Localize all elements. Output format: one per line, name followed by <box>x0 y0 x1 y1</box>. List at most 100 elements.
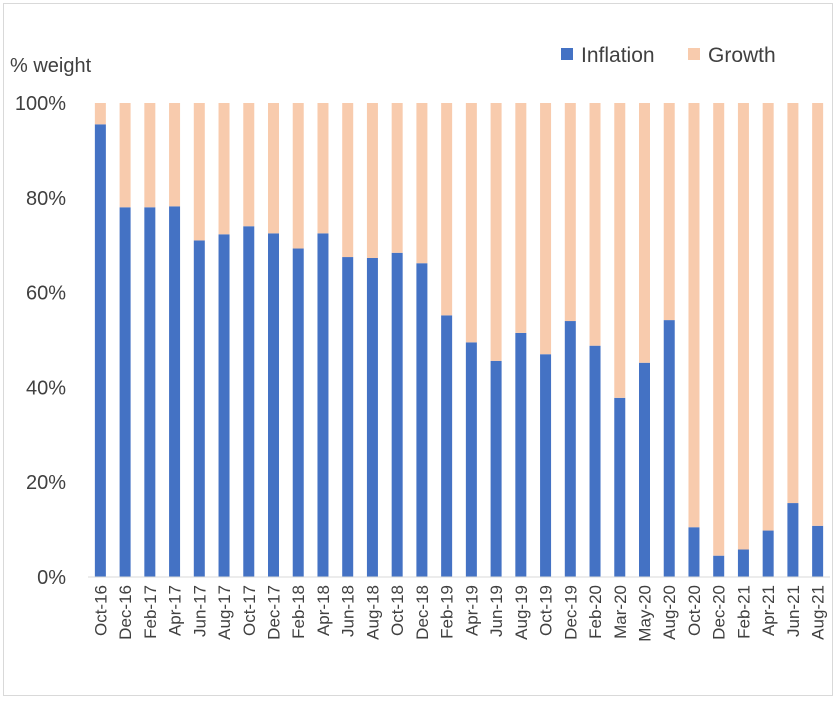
bar-inflation-feb-18 <box>292 248 304 577</box>
x-tick-label: Oct-16 <box>91 585 110 636</box>
legend: Inflation Growth <box>561 44 776 67</box>
x-tick-label: Dec-18 <box>413 585 432 640</box>
x-tick-label: Oct-20 <box>685 585 704 636</box>
x-tick-label: Jun-19 <box>487 585 506 637</box>
bar-inflation-oct-20 <box>688 527 700 577</box>
bar-growth-oct-20 <box>688 103 700 528</box>
bar-inflation-jun-17 <box>193 240 205 577</box>
bar-inflation-oct-19 <box>540 354 552 577</box>
bar-growth-aug-19 <box>515 103 527 333</box>
bar-inflation-apr-17 <box>169 206 181 577</box>
bar-growth-apr-18 <box>317 103 329 234</box>
x-tick-label: Oct-17 <box>240 585 259 636</box>
x-tick-label: Apr-19 <box>462 585 481 636</box>
bar-growth-aug-17 <box>218 103 230 235</box>
legend-label-inflation: Inflation <box>581 44 655 67</box>
bar-inflation-apr-21 <box>762 530 774 577</box>
bar-inflation-may-20 <box>639 362 650 577</box>
bar-growth-dec-17 <box>268 103 279 234</box>
bar-inflation-feb-21 <box>737 549 749 577</box>
bar-growth-oct-16 <box>94 103 106 125</box>
legend-swatch-inflation <box>561 48 573 60</box>
bar-inflation-dec-17 <box>268 233 279 577</box>
x-tick-label: Feb-20 <box>586 585 605 639</box>
bar-inflation-dec-20 <box>713 555 725 577</box>
bar-inflation-dec-16 <box>119 207 131 577</box>
bar-growth-apr-19 <box>465 103 477 343</box>
x-tick-label: Feb-19 <box>438 585 457 639</box>
bar-inflation-oct-17 <box>243 226 255 578</box>
x-tick-label: Aug-17 <box>215 585 234 640</box>
bar-inflation-dec-19 <box>564 321 576 577</box>
bar-inflation-jun-19 <box>490 360 502 577</box>
bar-inflation-dec-18 <box>416 263 428 577</box>
bar-inflation-oct-16 <box>94 124 106 577</box>
x-tick-label: Apr-18 <box>314 585 333 636</box>
x-tick-label: Jun-18 <box>339 585 358 637</box>
x-tick-label: Feb-17 <box>141 585 160 639</box>
bar-inflation-feb-20 <box>589 345 601 577</box>
bar-inflation-oct-18 <box>391 252 403 577</box>
x-tick-label: Jun-21 <box>784 585 803 637</box>
y-tick-label: 0% <box>37 567 66 589</box>
x-axis-labels: Oct-16 Dec-16 Feb-17 Apr-17 Jun-17 Aug-17 Oct-… <box>91 585 827 642</box>
x-tick-label: Dec-16 <box>116 585 135 640</box>
x-tick-label: May-20 <box>636 585 655 642</box>
bar-growth-apr-21 <box>762 103 774 531</box>
bar-growth-may-20 <box>639 103 650 363</box>
bar-inflation-mar-20 <box>614 397 626 577</box>
x-tick-label: Mar-20 <box>611 585 630 639</box>
bar-growth-feb-21 <box>737 103 749 550</box>
bar-growth-jun-21 <box>787 103 799 504</box>
x-tick-label: Apr-21 <box>759 585 778 636</box>
bar-growth-aug-18 <box>366 103 378 258</box>
y-tick-label: 80% <box>26 188 66 210</box>
y-axis-ticks: 0% 20% 40% 60% 80% 100% <box>15 93 66 589</box>
x-tick-label: Feb-18 <box>289 585 308 639</box>
bar-growth-dec-19 <box>564 103 576 322</box>
bar-growth-dec-20 <box>713 103 725 556</box>
y-tick-label: 60% <box>26 283 66 305</box>
bar-growth-jun-17 <box>193 103 205 241</box>
bar-growth-oct-19 <box>540 103 552 355</box>
bar-inflation-apr-18 <box>317 233 329 577</box>
y-tick-label: 40% <box>26 377 66 399</box>
bar-growth-jun-19 <box>490 103 502 361</box>
bar-growth-feb-20 <box>589 103 601 346</box>
y-tick-label: 100% <box>15 93 66 115</box>
x-tick-label: Jun-17 <box>190 585 209 637</box>
bar-inflation-aug-18 <box>366 257 378 577</box>
bar-growth-feb-17 <box>144 103 156 208</box>
y-axis-title: % weight <box>10 55 92 77</box>
bar-growth-mar-20 <box>614 103 626 398</box>
x-tick-label: Aug-20 <box>660 585 679 640</box>
bar-inflation-jun-21 <box>787 503 799 577</box>
bar-growth-aug-20 <box>663 103 675 321</box>
x-tick-label: Oct-19 <box>537 585 556 636</box>
bar-growth-oct-18 <box>391 103 403 253</box>
bar-inflation-aug-17 <box>218 234 230 577</box>
bar-growth-jun-18 <box>342 103 354 258</box>
legend-label-growth: Growth <box>708 44 776 67</box>
bar-growth-feb-18 <box>292 103 304 249</box>
x-tick-label: Aug-21 <box>809 585 828 640</box>
x-tick-label: Oct-18 <box>388 585 407 636</box>
bar-growth-apr-17 <box>169 103 181 207</box>
bar-inflation-aug-21 <box>812 525 824 577</box>
bar-growth-dec-18 <box>416 103 428 264</box>
legend-swatch-growth <box>688 48 700 60</box>
x-tick-label: Dec-19 <box>561 585 580 640</box>
bar-inflation-apr-19 <box>465 342 477 577</box>
x-tick-label: Feb-21 <box>734 585 753 639</box>
y-tick-label: 20% <box>26 472 66 494</box>
x-tick-label: Aug-18 <box>363 585 382 640</box>
x-tick-label: Dec-17 <box>265 585 284 640</box>
x-tick-label: Apr-17 <box>166 585 185 636</box>
bar-growth-oct-17 <box>243 103 255 227</box>
bar-inflation-aug-19 <box>515 332 527 577</box>
x-tick-label: Aug-19 <box>512 585 531 640</box>
bar-inflation-aug-20 <box>663 320 675 577</box>
bars <box>94 103 824 578</box>
bar-inflation-jun-18 <box>342 257 354 577</box>
